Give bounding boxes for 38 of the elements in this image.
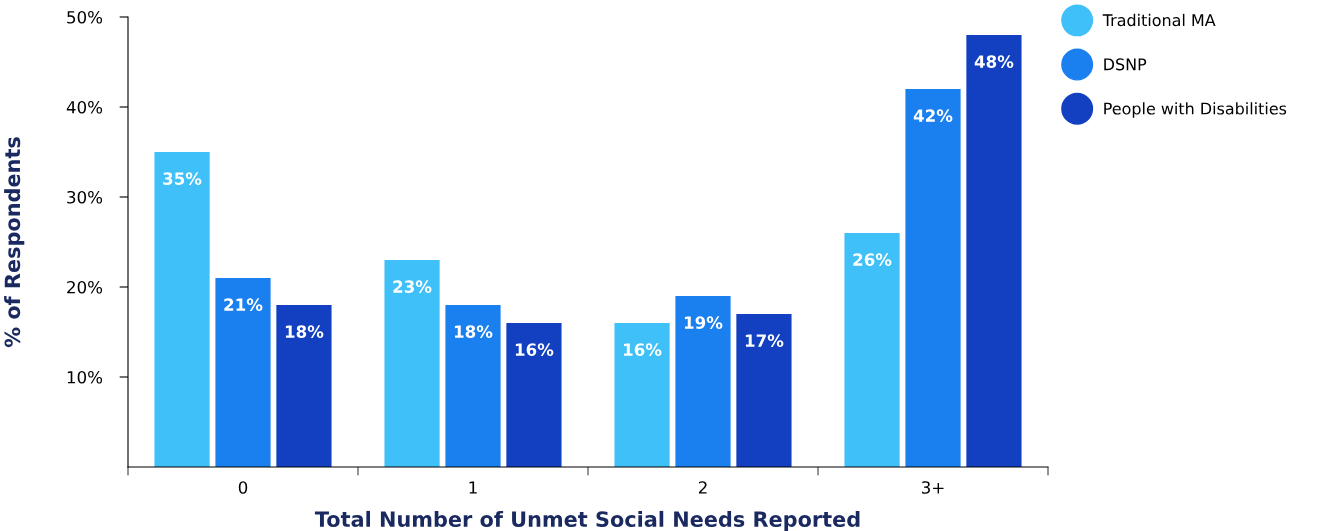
x-tick-label: 1	[469, 481, 477, 494]
bar	[905, 89, 961, 467]
y-tick-label: 10%	[67, 370, 103, 384]
y-tick-label: 50%	[67, 10, 103, 24]
bar	[736, 314, 792, 467]
legend-label: DSNP	[1104, 58, 1147, 71]
legend-label: People with Disabilities	[1104, 102, 1287, 118]
bar	[384, 260, 440, 467]
bar	[614, 323, 670, 467]
bar	[506, 323, 562, 467]
y-tick-label: 20%	[67, 280, 103, 294]
data-label: 35%	[163, 172, 202, 185]
data-label: 21%	[224, 298, 263, 311]
bar	[844, 233, 900, 467]
y-tick-label: 40%	[66, 100, 103, 114]
x-axis-title: Total Number of Unmet Social Needs Reported	[314, 510, 860, 531]
y-axis-title: % of Respondents	[4, 137, 25, 348]
data-label: 16%	[515, 343, 554, 356]
data-label: 26%	[853, 253, 892, 266]
x-tick-label: 0	[238, 481, 248, 494]
bar	[966, 35, 1022, 467]
bar	[154, 152, 210, 467]
data-label: 17%	[745, 334, 784, 347]
data-label: 19%	[684, 316, 723, 329]
y-tick-label: 30%	[67, 190, 103, 204]
x-tick-label: 2	[698, 481, 707, 494]
data-label: 48%	[974, 55, 1014, 68]
legend-label: Traditional MA	[1102, 13, 1216, 27]
x-tick-label: 3+	[921, 481, 944, 494]
data-label: 42%	[913, 109, 953, 122]
bar	[675, 296, 731, 467]
data-label: 16%	[623, 343, 662, 356]
data-label: 23%	[393, 280, 432, 293]
data-label: 18%	[285, 325, 324, 338]
bar	[215, 278, 271, 467]
bar	[445, 305, 501, 467]
data-label: 18%	[454, 325, 493, 338]
bar	[276, 305, 332, 467]
